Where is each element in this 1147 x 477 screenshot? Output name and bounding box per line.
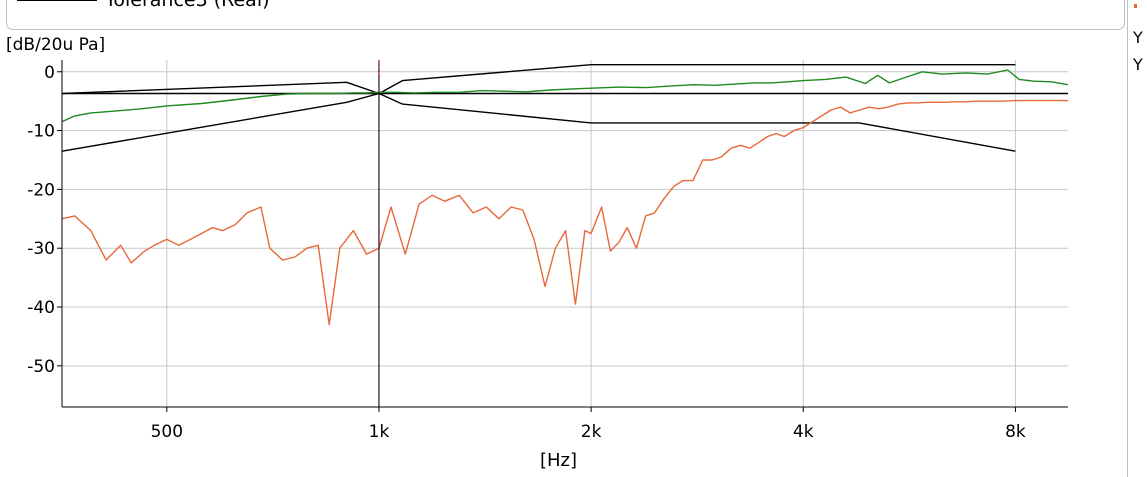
x-tick-label-4: 8k: [1005, 422, 1026, 442]
legend-line-swatch: [17, 0, 97, 1]
legend-box: Tolerance3 (Real): [6, 0, 1125, 30]
grid-lines: [62, 60, 1068, 407]
x-tick-label-3: 4k: [793, 422, 814, 442]
right-panel-label-1: Y: [1133, 28, 1143, 47]
series-line-1: [61, 92, 1016, 152]
legend-entry[interactable]: Tolerance3 (Real): [17, 0, 270, 11]
legend-label: Tolerance3 (Real): [105, 0, 270, 11]
x-tick-label-2: 2k: [581, 422, 602, 442]
x-tick-label-0: 500: [151, 422, 183, 442]
series-lines: [61, 63, 1069, 326]
y-tick-label-4: -40: [27, 298, 55, 318]
right-side-panel: Y Y: [1127, 0, 1147, 477]
x-tick-label-1: 1k: [369, 422, 390, 442]
x-axis-label: [Hz]: [540, 450, 578, 471]
right-panel-marker: [1134, 4, 1137, 8]
series-line-3: [61, 69, 1069, 123]
y-axis-label: [dB/20u Pa]: [6, 35, 106, 55]
y-tick-label-5: -50: [27, 357, 55, 377]
x-tick-labels: 500 1k 2k 4k 8k: [151, 422, 1026, 442]
y-tick-label-2: -20: [27, 180, 55, 200]
right-panel-label-2: Y: [1133, 55, 1143, 74]
series-line-4: [61, 99, 1068, 326]
plot-frame: [57, 60, 1068, 412]
y-tick-label-1: -10: [27, 122, 55, 142]
y-tick-labels: 0 -10 -20 -30 -40 -50: [27, 63, 55, 377]
series-line-0: [61, 63, 1016, 95]
y-tick-label-3: -30: [27, 239, 55, 259]
y-tick-label-0: 0: [44, 63, 55, 83]
